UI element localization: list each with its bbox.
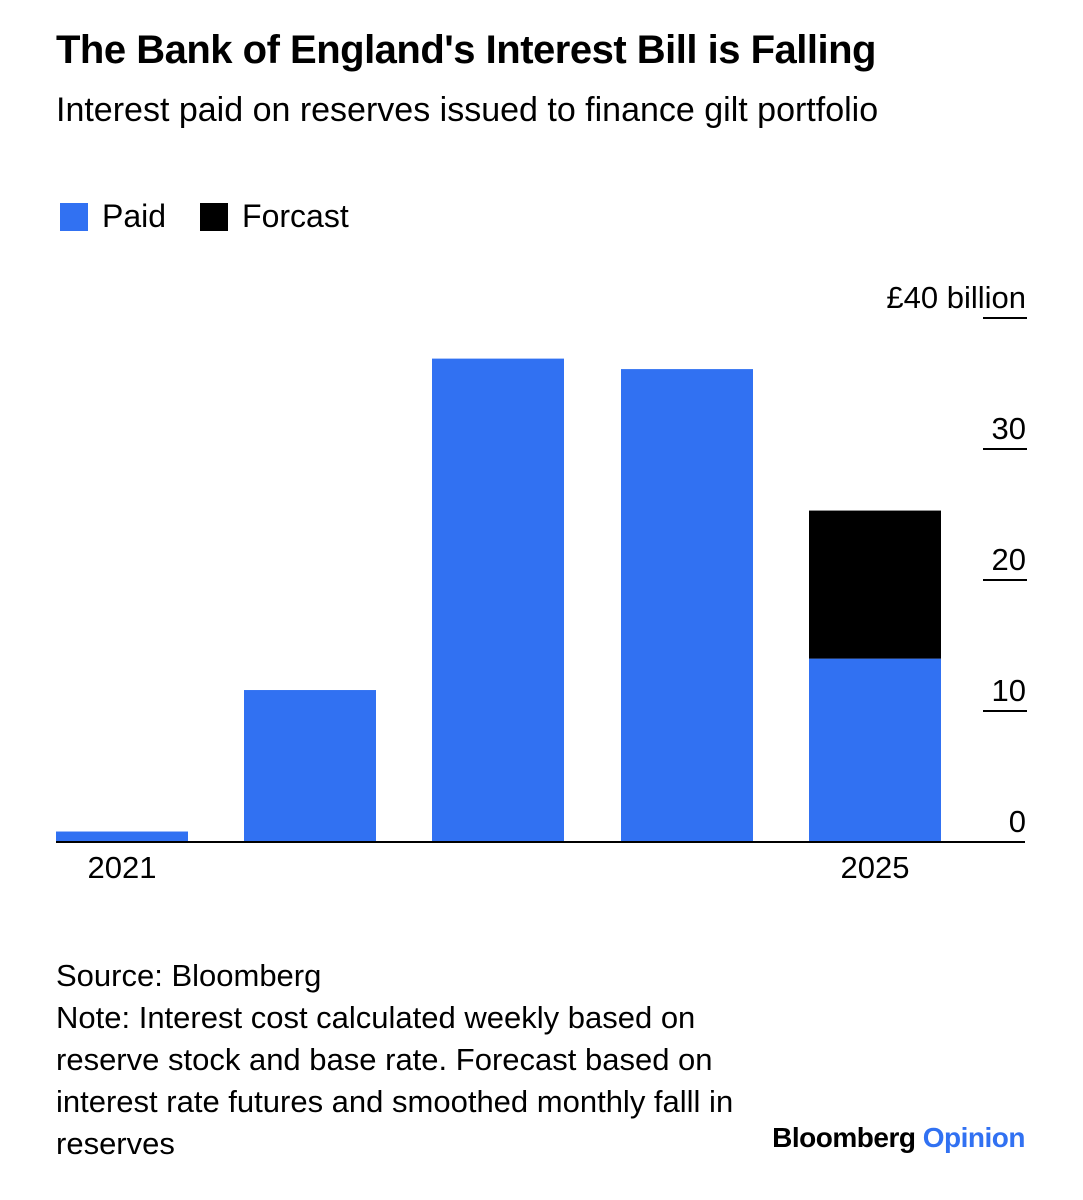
bar-paid-2021 (56, 831, 188, 842)
legend-item-forecast: Forcast (200, 198, 349, 235)
bar-chart: 0 10 20 30 £40 billion 2021 2025 (56, 280, 1027, 885)
legend: Paid Forcast (60, 198, 383, 235)
bar-paid-2022 (244, 690, 376, 842)
y-tick-label-20: 20 (992, 542, 1026, 577)
brand-sub: Opinion (922, 1122, 1026, 1153)
source-text: Source: Bloomberg (56, 958, 322, 993)
chart-title: The Bank of England's Interest Bill is F… (56, 28, 876, 72)
x-tick-label-2025: 2025 (841, 850, 910, 885)
x-tick-label-2021: 2021 (88, 850, 157, 885)
y-tick-label-40: £40 billion (886, 280, 1026, 315)
legend-label-forecast: Forcast (242, 198, 349, 234)
legend-item-paid: Paid (60, 198, 166, 235)
y-tick-label-0: 0 (1009, 804, 1026, 839)
bloomberg-opinion-logo: Bloomberg Opinion (772, 1122, 1025, 1154)
legend-swatch-forecast (200, 202, 229, 231)
brand-main: Bloomberg (772, 1122, 916, 1153)
bar-forcast-2025 (809, 510, 941, 659)
legend-swatch-paid (60, 202, 88, 231)
bar-paid-2023 (432, 358, 564, 842)
note-text: Note: Interest cost calculated weekly ba… (56, 1000, 734, 1161)
bar-paid-2025 (809, 658, 941, 842)
y-tick-label-30: 30 (992, 411, 1026, 446)
bar-paid-2024 (621, 369, 753, 842)
chart-subtitle: Interest paid on reserves issued to fina… (56, 91, 879, 129)
y-tick-label-10: 10 (992, 673, 1026, 708)
legend-label-paid: Paid (102, 198, 167, 234)
